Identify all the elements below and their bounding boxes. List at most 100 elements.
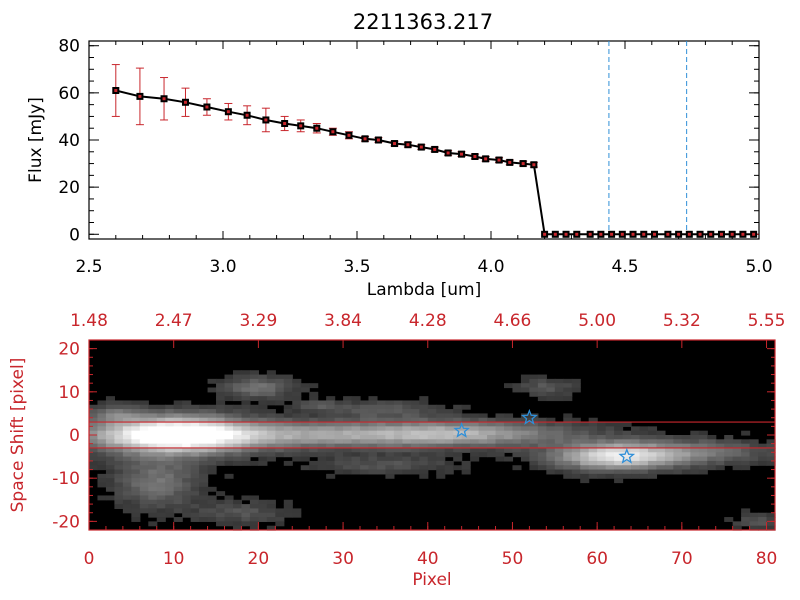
image-pixel xyxy=(266,508,276,514)
image-pixel xyxy=(571,456,581,462)
image-pixel xyxy=(741,430,751,436)
image-pixel xyxy=(148,469,158,475)
image-pixel xyxy=(639,473,649,479)
image-pixel xyxy=(393,404,403,410)
image-pixel xyxy=(639,465,649,471)
image-pixel xyxy=(520,422,530,427)
image-pixel xyxy=(292,512,302,518)
spectrum-point-core xyxy=(138,94,142,98)
image-pixel xyxy=(190,512,200,518)
image-pixel xyxy=(376,426,387,432)
spectrum-x-tick-label: 4.5 xyxy=(611,257,638,277)
image-pixel xyxy=(275,430,285,436)
image-pixel xyxy=(334,400,344,406)
image-pixel xyxy=(436,417,446,423)
image-pixel xyxy=(224,499,234,505)
image-pixel xyxy=(139,473,149,479)
image-pixel xyxy=(563,435,573,440)
image-pixel xyxy=(732,443,742,449)
image-pixel xyxy=(173,417,183,423)
image-pixel xyxy=(89,460,99,466)
image-pixel xyxy=(148,486,158,492)
image-pixel xyxy=(351,456,361,462)
image-pixel xyxy=(232,396,243,402)
image-pixel xyxy=(529,417,539,423)
image-pixel xyxy=(275,417,285,423)
image-pixel xyxy=(190,460,200,466)
image-pixel xyxy=(631,439,641,445)
image-pixel xyxy=(97,447,107,453)
spectrum-x-tick-label: 4.0 xyxy=(477,257,504,277)
image-pixel xyxy=(266,417,276,423)
image-pixel xyxy=(698,435,708,440)
spectrum-point-core xyxy=(666,232,670,236)
image-pixel xyxy=(766,456,776,462)
image-pixel xyxy=(554,452,564,458)
image-pixel xyxy=(351,404,361,410)
image-pixel xyxy=(664,447,674,453)
spectrum-title: 2211363.217 xyxy=(353,10,493,34)
image-pixel xyxy=(165,447,175,453)
image-pixel xyxy=(343,456,353,462)
image-pixel xyxy=(436,404,446,410)
image-pixel xyxy=(114,486,124,492)
image-pixel xyxy=(275,422,285,427)
image-pixel xyxy=(487,422,497,427)
image-pixel xyxy=(283,512,293,518)
image-pixel xyxy=(182,508,192,514)
image-pixel xyxy=(647,469,658,475)
image-pixel xyxy=(97,473,107,479)
image-pixel xyxy=(131,508,141,514)
image-pixel xyxy=(148,447,158,453)
image-pixel xyxy=(283,383,293,389)
image-pixel xyxy=(410,452,420,458)
image-pixel xyxy=(89,443,99,449)
image-pixel xyxy=(588,435,598,440)
image-pixel xyxy=(97,413,107,419)
image-pixel xyxy=(326,404,336,410)
image-pixel xyxy=(114,422,124,427)
image-pixel xyxy=(385,435,395,440)
image-pixel xyxy=(351,469,361,475)
image-pixel xyxy=(639,447,649,453)
image-pixel xyxy=(563,396,573,402)
image-pixel xyxy=(139,482,149,488)
image-pixel xyxy=(698,456,708,462)
image-pixel xyxy=(520,426,530,432)
image-pixel xyxy=(216,499,226,505)
image-pixel xyxy=(182,439,192,445)
image-x-tick-label: 60 xyxy=(586,549,608,569)
image-pixel xyxy=(122,422,132,427)
image-pixel xyxy=(249,435,259,440)
image-pixel xyxy=(283,378,293,384)
image-pixel xyxy=(207,378,217,384)
spectrum-point-core xyxy=(521,162,525,166)
image-pixel xyxy=(105,460,116,466)
image-pixel xyxy=(360,439,370,445)
image-pixel xyxy=(758,456,768,462)
image-pixel xyxy=(258,456,268,462)
image-pixel xyxy=(580,456,590,462)
image-pixel xyxy=(182,422,192,427)
image-pixel xyxy=(258,452,268,458)
image-x-axis-label: Pixel xyxy=(412,570,451,590)
spectrum-point-core xyxy=(419,145,423,149)
spectrum-point-core xyxy=(446,151,450,155)
image-pixel xyxy=(334,465,344,471)
image-pixel xyxy=(249,378,259,384)
image-pixel xyxy=(207,508,217,514)
image-pixel xyxy=(656,430,666,436)
image-pixel xyxy=(148,473,158,479)
image-pixel xyxy=(148,435,158,440)
image-pixel xyxy=(317,456,327,462)
image-pixel xyxy=(681,443,691,449)
image-pixel xyxy=(546,396,556,402)
image-pixel xyxy=(537,383,547,389)
image-pixel xyxy=(580,452,590,458)
image-pixel xyxy=(571,465,581,471)
image-pixel xyxy=(275,426,285,432)
image-pixel xyxy=(427,430,437,436)
image-pixel xyxy=(614,426,624,432)
spectrum-point-core xyxy=(620,232,624,236)
image-pixel xyxy=(173,456,183,462)
